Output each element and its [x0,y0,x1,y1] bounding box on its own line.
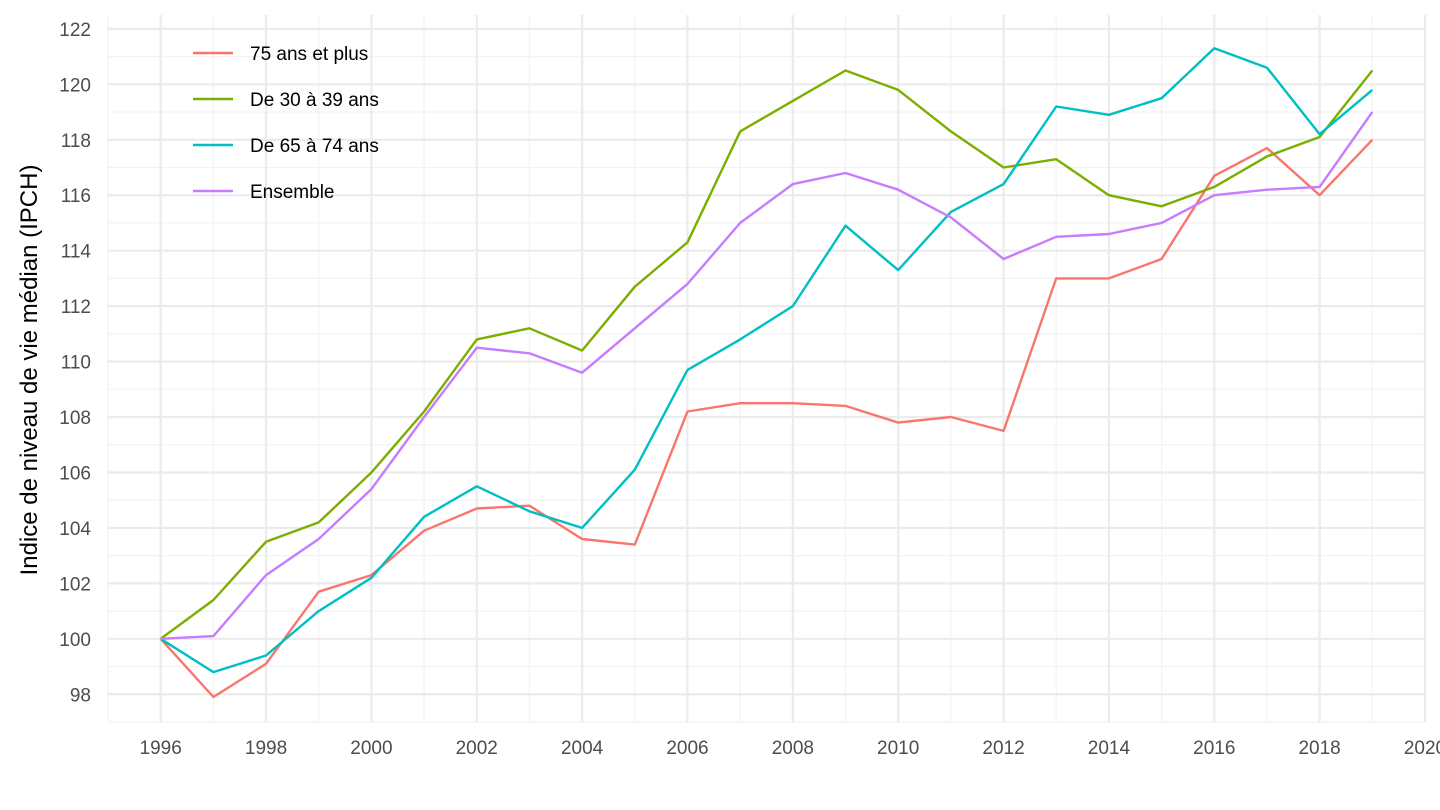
y-tick-label: 122 [59,20,91,41]
x-tick-label: 2010 [877,738,919,759]
y-axis-title: Indice de niveau de vie médian (IPCH) [16,165,43,576]
y-tick-label: 104 [59,519,91,540]
x-tick-label: 2002 [456,738,498,759]
series-line-2 [159,69,1374,640]
minor-gridlines [107,15,1425,723]
major-gridlines [108,15,1427,722]
x-tick-label: 1996 [140,738,182,759]
x-tick-label: 2004 [561,738,604,759]
x-tick-label: 2012 [982,738,1024,759]
series-lines [159,47,1374,699]
series-line-3 [160,47,1374,674]
series-line-1 [159,138,1374,699]
y-tick-label: 116 [61,186,91,207]
y-axis-tick-labels: 98 100 102 104 106 108 110 112 114 116 118 120 122 [59,20,91,706]
x-axis-tick-labels: 1996 1998 2000 2002 2004 2006 2008 2010 2012 2014… [140,738,1440,759]
x-tick-label: 2014 [1088,738,1131,759]
x-tick-label: 1998 [245,738,287,759]
x-tick-label: 2000 [350,738,392,759]
y-tick-label: 100 [59,630,91,651]
y-tick-label: 102 [59,574,91,595]
x-tick-label: 2016 [1193,738,1235,759]
y-tick-label: 106 [59,463,91,484]
legend-label-2: De 30 à 39 ans [250,90,379,111]
y-tick-label: 98 [70,685,91,706]
y-tick-label: 110 [61,353,91,374]
x-tick-label: 2006 [666,738,708,759]
x-tick-label: 2018 [1298,738,1340,759]
y-tick-label: 108 [59,408,91,429]
legend-label-3: De 65 à 74 ans [250,136,379,157]
y-tick-label: 120 [59,75,91,96]
x-tick-label: 2008 [772,738,814,759]
legend-label-4: Ensemble [250,182,335,203]
series-line-4 [160,111,1374,640]
legend: 75 ans et plus De 30 à 39 ans De 65 à 74 a… [193,44,379,203]
legend-label-1: 75 ans et plus [250,44,368,65]
x-tick-label: 2020 [1404,738,1440,759]
y-tick-label: 114 [61,242,92,263]
y-tick-label: 112 [61,297,91,318]
y-tick-label: 118 [61,131,91,152]
